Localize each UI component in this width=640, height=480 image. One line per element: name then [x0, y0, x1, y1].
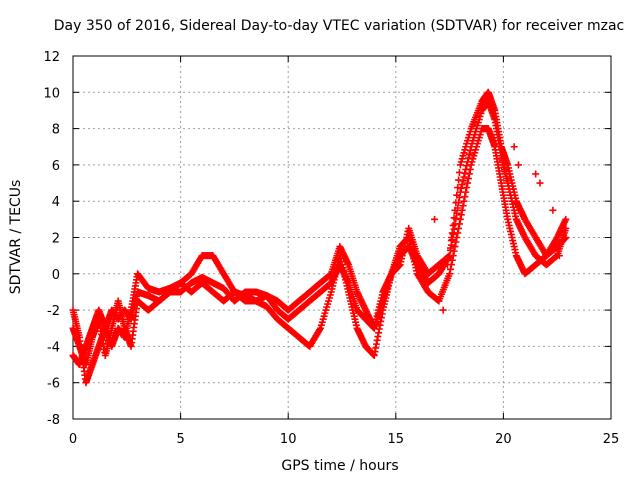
series-scattered-points — [431, 143, 563, 314]
data-point — [532, 170, 540, 178]
data-point — [451, 243, 459, 251]
data-point — [454, 204, 462, 212]
x-tick-label: 15 — [388, 432, 405, 447]
data-point — [457, 211, 465, 219]
data-point — [466, 147, 474, 155]
data-point — [464, 154, 472, 162]
data-point — [458, 206, 466, 214]
axis-ticks — [72, 55, 612, 420]
data-point — [450, 225, 458, 233]
data-point — [464, 179, 472, 187]
x-tick-label: 5 — [176, 432, 184, 447]
data-point — [460, 173, 468, 181]
data-point — [439, 306, 447, 314]
data-point — [549, 206, 557, 214]
data-point — [460, 197, 468, 205]
data-point — [536, 179, 544, 187]
y-tick-label: -4 — [47, 340, 60, 355]
data-point — [446, 270, 454, 278]
y-tick-label: 4 — [52, 195, 60, 210]
y-axis-label: SDTVAR / TECUs — [8, 180, 24, 295]
y-tick-label: 0 — [52, 268, 60, 283]
y-tick-label: -6 — [47, 377, 60, 392]
data-point — [446, 265, 454, 273]
series-track-C — [69, 97, 570, 369]
data-point — [457, 184, 465, 192]
data-point — [461, 169, 469, 177]
data-point — [447, 241, 455, 249]
y-tick-label: 2 — [52, 232, 60, 247]
data-point — [464, 175, 472, 183]
x-tick-label: 0 — [69, 432, 77, 447]
x-tick-label: 25 — [603, 432, 620, 447]
data-point — [445, 253, 453, 261]
data-point — [458, 181, 466, 189]
data-point — [316, 326, 324, 334]
data-point — [463, 162, 471, 170]
y-tick-label: 6 — [52, 159, 60, 174]
data-point — [562, 224, 570, 232]
x-tick-label: 20 — [495, 432, 512, 447]
data-point — [448, 234, 456, 241]
y-tick-label: 10 — [43, 86, 60, 101]
data-point — [459, 202, 467, 210]
data-series — [69, 88, 570, 387]
data-point — [459, 177, 467, 185]
series-track-A — [69, 88, 570, 369]
x-tick-labels: 0 5 10 15 20 25 — [69, 432, 619, 447]
data-point — [443, 261, 451, 269]
series-track-B — [69, 125, 570, 387]
data-point — [465, 150, 473, 158]
x-tick-label: 10 — [280, 432, 297, 447]
data-point — [456, 188, 464, 196]
y-tick-label: -8 — [47, 413, 60, 428]
data-point — [431, 215, 439, 223]
y-tick-label: 12 — [43, 50, 60, 65]
data-point — [453, 209, 461, 217]
data-point — [514, 161, 522, 169]
data-point — [562, 215, 570, 223]
data-point — [454, 229, 462, 237]
data-point — [464, 158, 472, 166]
data-point — [451, 220, 459, 228]
data-point — [435, 297, 443, 305]
y-tick-labels: -8 -6 -4 -2 0 2 4 6 8 10 12 — [43, 50, 60, 428]
data-point — [510, 143, 518, 151]
data-point — [452, 215, 460, 223]
chart-title: Day 350 of 2016, Sidereal Day-to-day VTE… — [54, 18, 624, 34]
y-tick-label: 8 — [52, 123, 60, 138]
data-point — [455, 199, 463, 207]
y-tick-label: -2 — [47, 304, 60, 319]
data-point — [555, 252, 563, 260]
grid-lines — [73, 56, 611, 419]
data-point — [462, 165, 470, 173]
data-point — [446, 246, 454, 254]
data-point — [446, 252, 454, 260]
x-axis-label: GPS time / hours — [281, 458, 398, 474]
data-point — [452, 238, 460, 246]
data-point — [455, 193, 463, 201]
